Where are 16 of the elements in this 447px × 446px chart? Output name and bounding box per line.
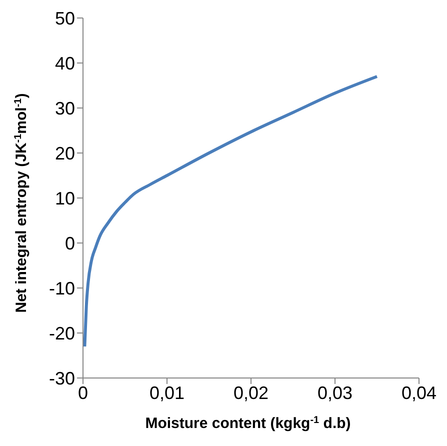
y-tick-label: -10 [48, 278, 75, 298]
x-tick-label: 0,02 [233, 382, 269, 403]
y-tick-label: 20 [54, 143, 75, 164]
y-tick-label: 50 [54, 8, 75, 28]
x-tick-label: 0,01 [149, 382, 185, 403]
y-tick-label: -30 [48, 368, 75, 388]
x-tick-label: 0,04 [401, 382, 437, 403]
y-tick-label: -20 [48, 323, 75, 344]
x-tick-label: 0 [78, 382, 88, 403]
y-tick-label: 0 [64, 233, 75, 254]
y-tick-label: 10 [54, 188, 75, 208]
y-tick-label: 30 [54, 98, 75, 118]
line-series [83, 75, 378, 348]
x-tick-label: 0,03 [317, 382, 353, 403]
y-tick-label: 40 [54, 53, 75, 74]
x-axis-title: Moisture content (kgkg$^{-1}$ d.b) [145, 414, 351, 432]
